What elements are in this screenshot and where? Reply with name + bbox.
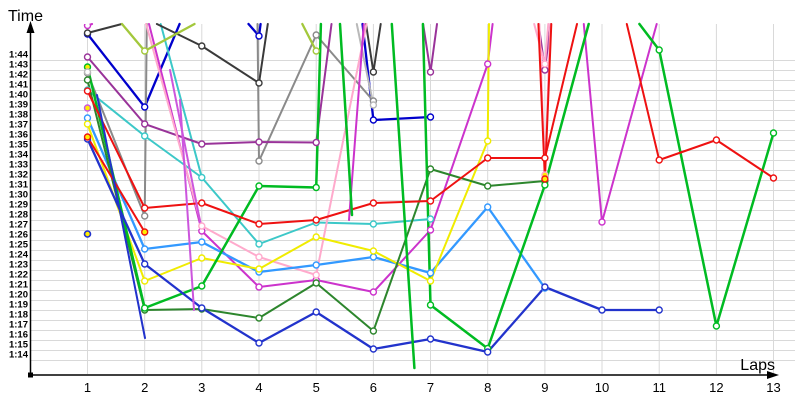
svg-text:2: 2 xyxy=(141,380,148,395)
svg-text:1:31: 1:31 xyxy=(9,180,29,191)
svg-text:1:38: 1:38 xyxy=(9,110,28,121)
svg-text:4: 4 xyxy=(255,380,262,395)
svg-text:1:43: 1:43 xyxy=(9,60,28,71)
svg-text:Laps: Laps xyxy=(740,357,775,374)
svg-text:1:22: 1:22 xyxy=(9,270,28,281)
svg-text:11: 11 xyxy=(652,380,666,395)
svg-text:1:18: 1:18 xyxy=(9,310,28,321)
svg-text:1: 1 xyxy=(84,380,91,395)
svg-text:1:39: 1:39 xyxy=(9,100,28,111)
svg-text:1:34: 1:34 xyxy=(9,150,29,161)
svg-text:1:14: 1:14 xyxy=(9,350,29,361)
svg-text:1:28: 1:28 xyxy=(9,210,28,221)
svg-text:1:26: 1:26 xyxy=(9,230,28,241)
svg-text:1:36: 1:36 xyxy=(9,130,28,141)
svg-text:1:25: 1:25 xyxy=(9,240,29,251)
svg-text:1:19: 1:19 xyxy=(9,300,28,311)
svg-text:1:27: 1:27 xyxy=(9,220,28,231)
svg-text:1:42: 1:42 xyxy=(9,70,28,81)
svg-text:5: 5 xyxy=(313,380,320,395)
svg-text:6: 6 xyxy=(370,380,377,395)
svg-text:1:20: 1:20 xyxy=(9,290,28,301)
svg-text:1:21: 1:21 xyxy=(9,280,29,291)
svg-text:1:41: 1:41 xyxy=(9,80,29,91)
svg-text:1:24: 1:24 xyxy=(9,250,29,261)
svg-text:1:23: 1:23 xyxy=(9,260,28,271)
svg-text:13: 13 xyxy=(766,380,780,395)
svg-text:8: 8 xyxy=(484,380,491,395)
svg-text:1:44: 1:44 xyxy=(9,50,29,61)
svg-text:9: 9 xyxy=(541,380,548,395)
svg-text:1:37: 1:37 xyxy=(9,120,28,131)
svg-text:1:40: 1:40 xyxy=(9,90,28,101)
svg-text:7: 7 xyxy=(427,380,434,395)
svg-text:1:30: 1:30 xyxy=(9,190,28,201)
svg-text:1:15: 1:15 xyxy=(9,340,29,351)
svg-text:1:35: 1:35 xyxy=(9,140,29,151)
svg-text:1:33: 1:33 xyxy=(9,160,28,171)
svg-text:1:32: 1:32 xyxy=(9,170,28,181)
svg-text:1:16: 1:16 xyxy=(9,330,28,341)
svg-text:1:17: 1:17 xyxy=(9,320,28,331)
svg-text:12: 12 xyxy=(709,380,723,395)
svg-text:3: 3 xyxy=(198,380,205,395)
svg-text:10: 10 xyxy=(595,380,609,395)
svg-text:1:29: 1:29 xyxy=(9,200,28,211)
svg-text:Time: Time xyxy=(8,8,43,25)
